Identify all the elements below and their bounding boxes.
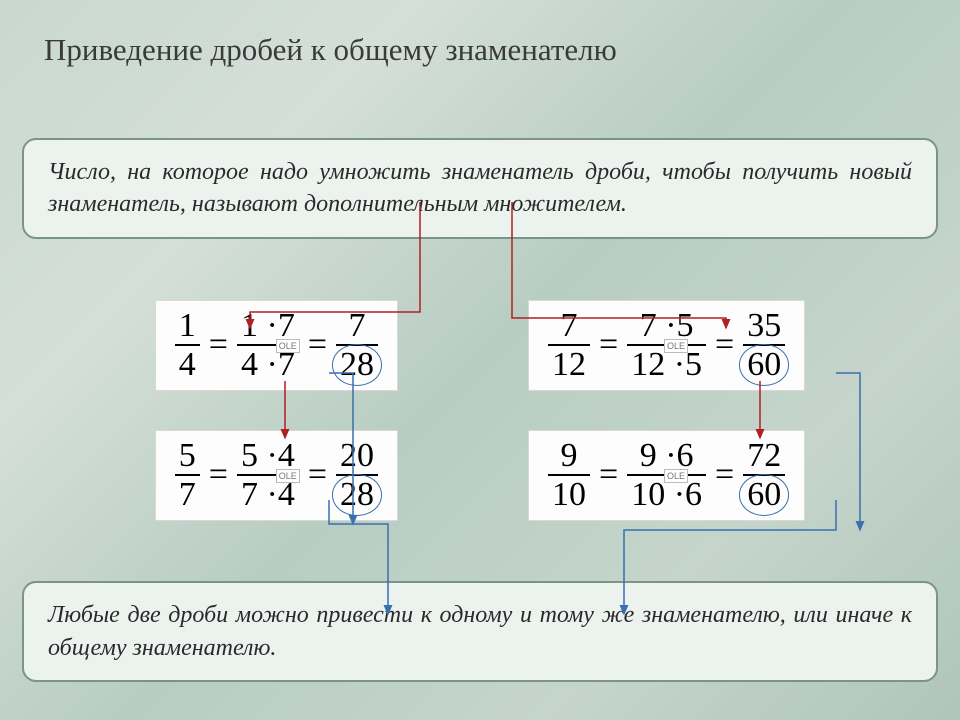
ole-icon: OLE: [664, 469, 688, 483]
equation-2: 712 = 7 ·512 ·5 = 3560 OLE: [528, 300, 805, 391]
ole-icon: OLE: [664, 339, 688, 353]
conclusion-box: Любые две дроби можно привести к одному …: [22, 581, 938, 682]
equation-3: 57 = 5 ·47 ·4 = 2028 OLE: [155, 430, 398, 521]
page-title: Приведение дробей к общему знаменателю: [44, 32, 617, 68]
equation-4: 910 = 9 ·610 ·6 = 7260 OLE: [528, 430, 805, 521]
equation-row-2: 57 = 5 ·47 ·4 = 2028 OLE 910 = 9 ·610 ·6…: [0, 430, 960, 521]
equation-row-1: 14 = 1 ·74 ·7 = 728 OLE 712 = 7 ·512 ·5 …: [0, 300, 960, 391]
ole-icon: OLE: [276, 339, 300, 353]
equation-1: 14 = 1 ·74 ·7 = 728 OLE: [155, 300, 398, 391]
ole-icon: OLE: [276, 469, 300, 483]
definition-box: Число, на которое надо умножить знаменат…: [22, 138, 938, 239]
